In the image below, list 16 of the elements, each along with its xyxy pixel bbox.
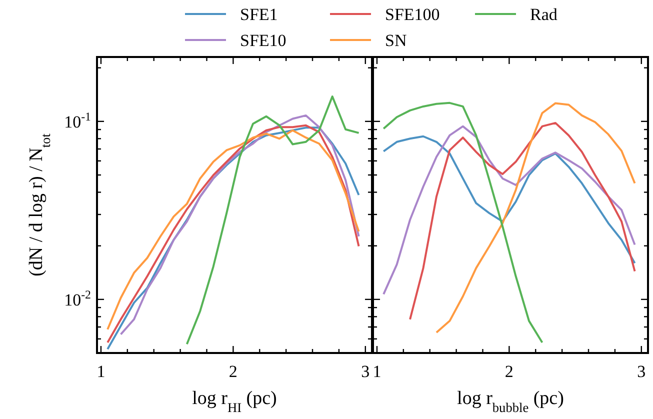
x-axis-title: log r$_{bubble}$ (pc) [457,388,564,414]
x-tick-label: 2 [228,362,238,381]
legend-label: SFE1 [240,5,278,24]
x-axis-title: log r$_{HI}$ (pc) [192,388,277,414]
x-tick-label: 3 [637,362,646,381]
x-tick-label: 1 [372,362,382,381]
y-tick-label: 10$^{-2}$ [64,287,92,310]
line-series [186,95,360,346]
x-tick-label: 2 [504,362,514,381]
legend-label: Rad [530,5,558,24]
legend-label: SN [385,31,407,50]
y-tick-label: 10$^{-1}$ [64,109,92,132]
x-tick-label: 1 [96,362,106,381]
x-tick-label: 3 [361,362,370,381]
legend-label: SFE10 [240,31,286,50]
legend-label: SFE100 [385,5,440,24]
